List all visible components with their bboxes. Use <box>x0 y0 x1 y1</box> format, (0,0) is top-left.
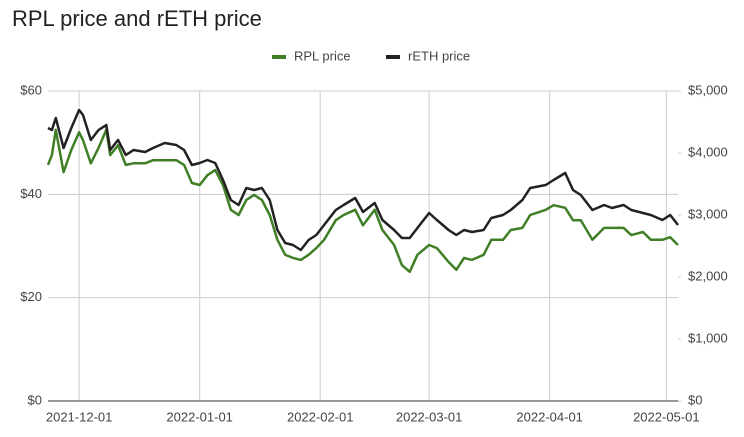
x-tick-label: 2022-04-01 <box>516 409 583 424</box>
y-tick-label: $40 <box>20 186 42 201</box>
legend-label: RPL price <box>294 48 351 63</box>
x-tick-label: 2022-03-01 <box>396 409 463 424</box>
y2-tick-label: $4,000 <box>688 144 728 159</box>
y-tick-label: $0 <box>28 392 42 407</box>
y-tick-label: $20 <box>20 289 42 304</box>
x-tick-label: 2021-12-01 <box>46 409 113 424</box>
y2-tick-label: $5,000 <box>688 82 728 97</box>
y2-tick-label: $0 <box>688 392 702 407</box>
series-line <box>46 128 679 274</box>
legend-label: rETH price <box>408 48 470 63</box>
y-tick-label: $60 <box>20 82 42 97</box>
y2-tick-label: $1,000 <box>688 330 728 345</box>
x-tick-label: 2022-02-01 <box>287 409 354 424</box>
series-line <box>47 108 679 252</box>
y2-tick-label: $2,000 <box>688 268 728 283</box>
chart-title: RPL price and rETH price <box>12 6 262 31</box>
x-tick-label: 2022-05-01 <box>633 409 700 424</box>
x-tick-label: 2022-01-01 <box>166 409 233 424</box>
y2-tick-label: $3,000 <box>688 206 728 221</box>
